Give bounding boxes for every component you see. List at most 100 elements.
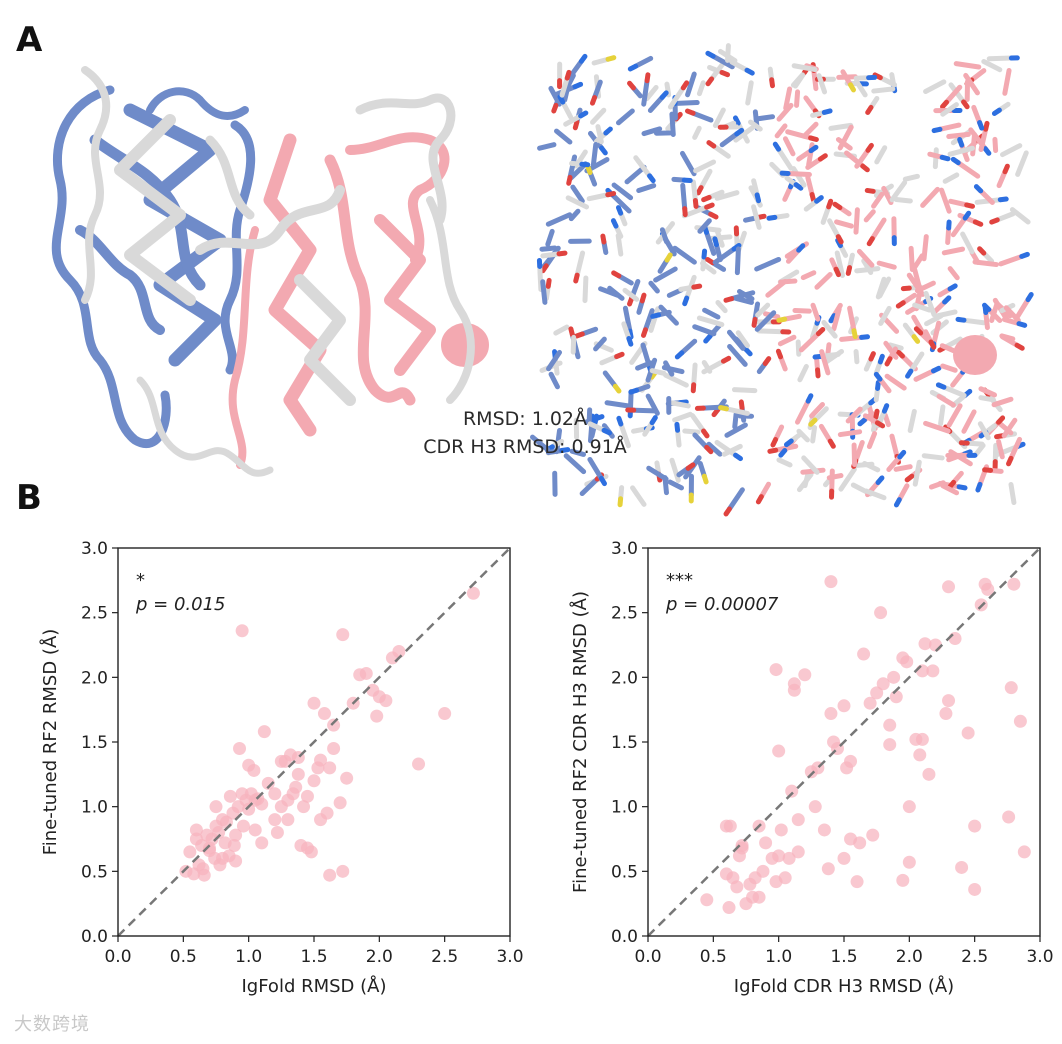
stick-atom [610, 218, 619, 229]
stick-bond [696, 315, 725, 328]
stick-atom [649, 415, 658, 426]
stick-bond [682, 428, 701, 435]
stick-bond [920, 186, 940, 208]
data-point [821, 862, 835, 876]
stick-bond [794, 89, 801, 108]
stick-bond [648, 280, 660, 294]
stick-bond [646, 465, 669, 482]
stick-atom [897, 449, 907, 460]
data-point [233, 741, 247, 755]
stick-atom [708, 211, 719, 220]
stick-atom [821, 108, 833, 115]
stick-atom [566, 174, 573, 186]
scatter-points [700, 575, 1031, 915]
stick-bond [886, 454, 903, 473]
stick-bond [785, 247, 802, 264]
data-point [236, 819, 250, 833]
stick-bond [950, 369, 966, 388]
stick-bond [792, 307, 812, 314]
stick-bond [690, 110, 714, 123]
stick-atom [859, 334, 871, 340]
stick-bond [563, 113, 584, 127]
stick-atom [551, 102, 559, 114]
data-point [787, 683, 801, 697]
stick-bond [912, 302, 932, 313]
stick-bond [635, 360, 654, 371]
stick-bond [748, 119, 763, 132]
stick-atom [942, 295, 952, 305]
stick-bond [921, 453, 945, 461]
stick-atom [706, 140, 717, 149]
stick-bond [871, 86, 896, 94]
stick-atom [827, 438, 836, 449]
stick-bond [754, 256, 782, 272]
stick-bond [913, 368, 936, 382]
stick-atom [939, 154, 951, 162]
stick-bond [714, 190, 740, 201]
stick-bond [896, 483, 910, 503]
stick-bond [615, 233, 624, 257]
stick-atom [701, 473, 709, 485]
stick-bond [801, 121, 819, 139]
stick-atom [1014, 342, 1025, 351]
stick-bond [1001, 316, 1022, 327]
stick-bond [697, 218, 712, 234]
stick-atom [769, 77, 775, 89]
data-point [189, 832, 203, 846]
stick-atom [627, 80, 636, 91]
stick-bond [723, 406, 750, 416]
stick-bond [667, 479, 685, 491]
stick-bond [960, 231, 975, 255]
data-point [189, 823, 203, 837]
y-tick-label: 0.0 [81, 927, 108, 947]
panel-label-a: A [16, 20, 43, 60]
stick-atom [627, 328, 634, 340]
stick-bond [690, 179, 698, 203]
stick-bond [983, 310, 990, 331]
stick-bond [893, 196, 913, 204]
stick-bond [685, 71, 697, 98]
y-tick-label: 1.0 [81, 798, 108, 818]
watermark: 大数跨境 [14, 1014, 90, 1035]
data-point [466, 586, 480, 600]
stick-bond [704, 229, 717, 256]
data-point [1013, 714, 1027, 728]
stick-atom [875, 475, 885, 485]
stick-atom [994, 433, 1005, 440]
stick-atom [628, 387, 640, 395]
stick-bond [710, 53, 735, 70]
data-point [857, 647, 871, 661]
data-point [961, 726, 975, 740]
stick-atom [615, 205, 624, 216]
stick-atom [712, 236, 719, 248]
stick-bond [931, 320, 942, 347]
stick-bond [798, 331, 821, 353]
data-point [730, 880, 744, 894]
stick-bond [648, 306, 661, 333]
stick-bond [671, 100, 700, 107]
y-tick-label: 1.0 [611, 798, 638, 818]
x-tick-label: 2.5 [961, 947, 988, 967]
stick-bond [783, 86, 793, 111]
stick-atom [766, 214, 778, 221]
stick-bond [946, 403, 963, 428]
stick-bond [794, 398, 811, 425]
stick-atom [720, 355, 732, 364]
stick-bond [812, 406, 829, 423]
stick-bond [579, 476, 600, 497]
stick-bond [803, 95, 818, 114]
stick-bond [884, 373, 907, 391]
stick-bond [882, 412, 891, 428]
stick-atom [982, 304, 989, 316]
data-point [327, 741, 341, 755]
stick-bond [1001, 417, 1018, 439]
stick-bond [715, 300, 728, 314]
stick-atom [732, 115, 741, 126]
stick-bond [989, 302, 999, 323]
stick-atom [701, 248, 708, 260]
stick-bond [971, 104, 983, 126]
stick-bond [996, 169, 1008, 189]
data-point [242, 802, 256, 816]
data-point [759, 836, 773, 850]
stick-bond [820, 204, 832, 225]
